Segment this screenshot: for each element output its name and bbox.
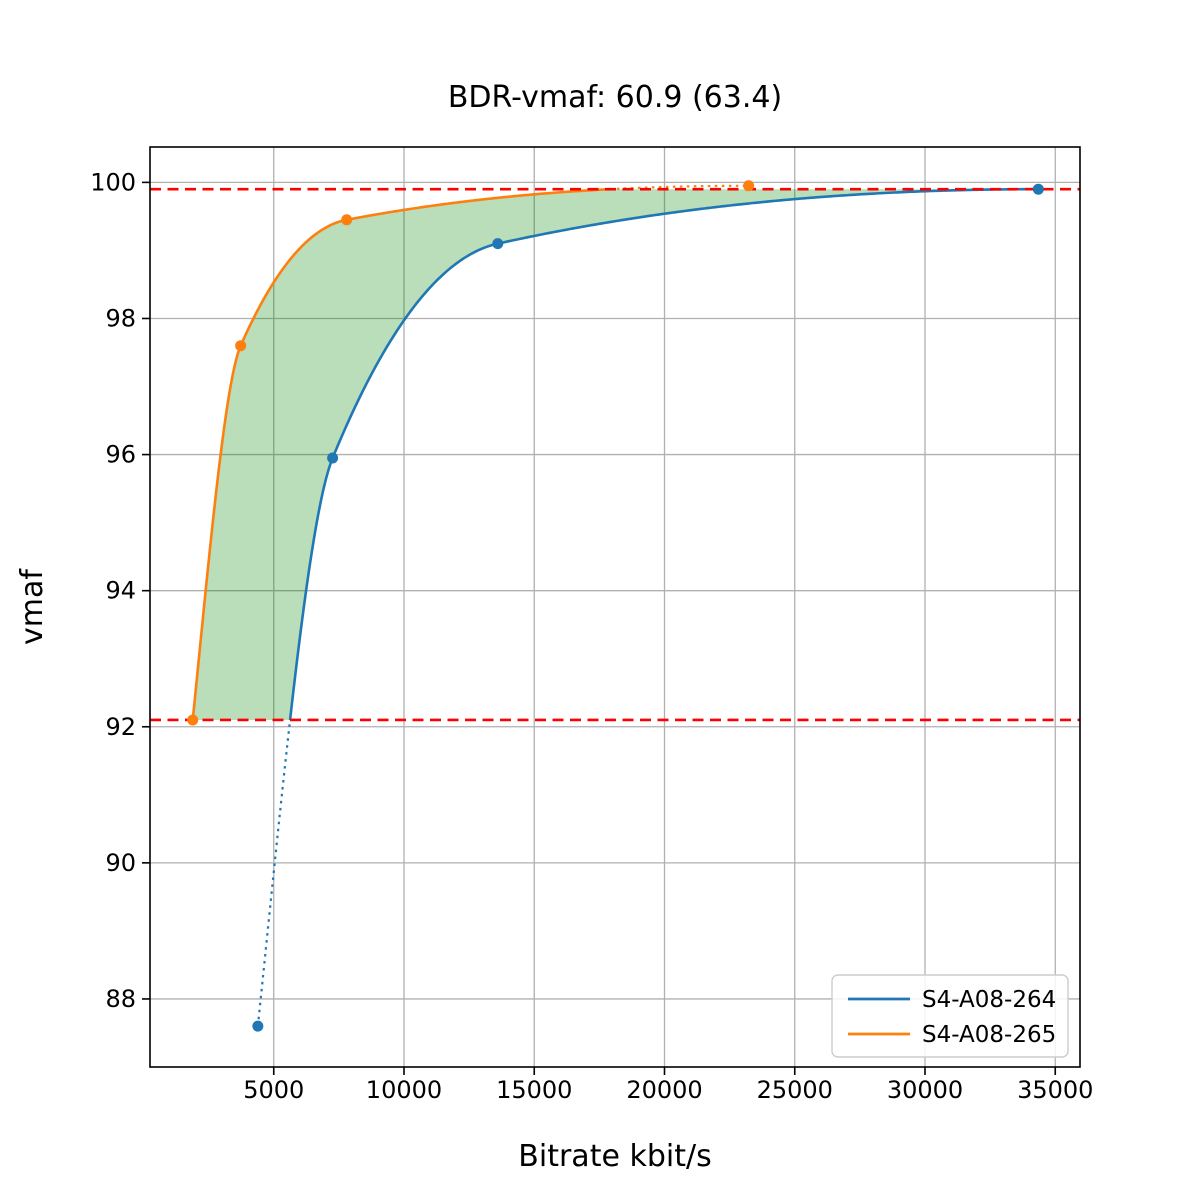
data-point-marker — [341, 214, 353, 226]
y-tick-label: 90 — [105, 849, 136, 877]
x-tick-label: 10000 — [366, 1076, 442, 1104]
data-point-marker — [743, 180, 755, 192]
x-tick-label: 15000 — [496, 1076, 572, 1104]
data-point-marker — [187, 714, 199, 726]
x-tick-label: 20000 — [626, 1076, 702, 1104]
y-tick-label: 100 — [90, 168, 136, 196]
y-tick-label: 98 — [105, 304, 136, 332]
x-axis-label: Bitrate kbit/s — [518, 1139, 711, 1174]
series-curve-dotted — [256, 719, 292, 1027]
data-point-marker — [252, 1020, 264, 1032]
y-tick-label: 92 — [105, 713, 136, 741]
bd-shaded-region — [192, 189, 1039, 720]
chart-title: BDR-vmaf: 60.9 (63.4) — [448, 80, 782, 115]
data-point-marker — [235, 340, 247, 352]
series-curve-solid — [288, 187, 1039, 721]
y-tick-label: 94 — [105, 577, 136, 605]
y-tick-label: 88 — [105, 985, 136, 1013]
x-tick-label: 30000 — [887, 1076, 963, 1104]
data-point-marker — [1032, 183, 1044, 195]
markers-layer — [187, 180, 1044, 1032]
series-curve-solid — [191, 187, 610, 721]
legend-label-series-0: S4-A08-264 — [922, 987, 1056, 1013]
axes-layer: 5000 10000 15000 20000 25000 30000 35000 88 90 92… — [90, 146, 1093, 1104]
x-tick-label: 5000 — [243, 1076, 304, 1104]
data-point-marker — [327, 452, 339, 464]
plot-border — [149, 146, 1081, 1068]
integration-bounds-layer — [150, 187, 1080, 722]
bd-shaded-region-layer — [192, 189, 1039, 720]
legend: S4-A08-264 S4-A08-265 — [831, 974, 1069, 1058]
x-tick-label: 35000 — [1017, 1076, 1093, 1104]
x-tick-label: 25000 — [757, 1076, 833, 1104]
y-tick-label: 96 — [105, 441, 136, 469]
data-point-marker — [492, 238, 504, 250]
legend-label-series-1: S4-A08-265 — [922, 1022, 1056, 1048]
y-axis-label: vmaf — [15, 568, 50, 645]
legend-box — [831, 974, 1069, 1058]
legend-swatches — [848, 997, 910, 1036]
